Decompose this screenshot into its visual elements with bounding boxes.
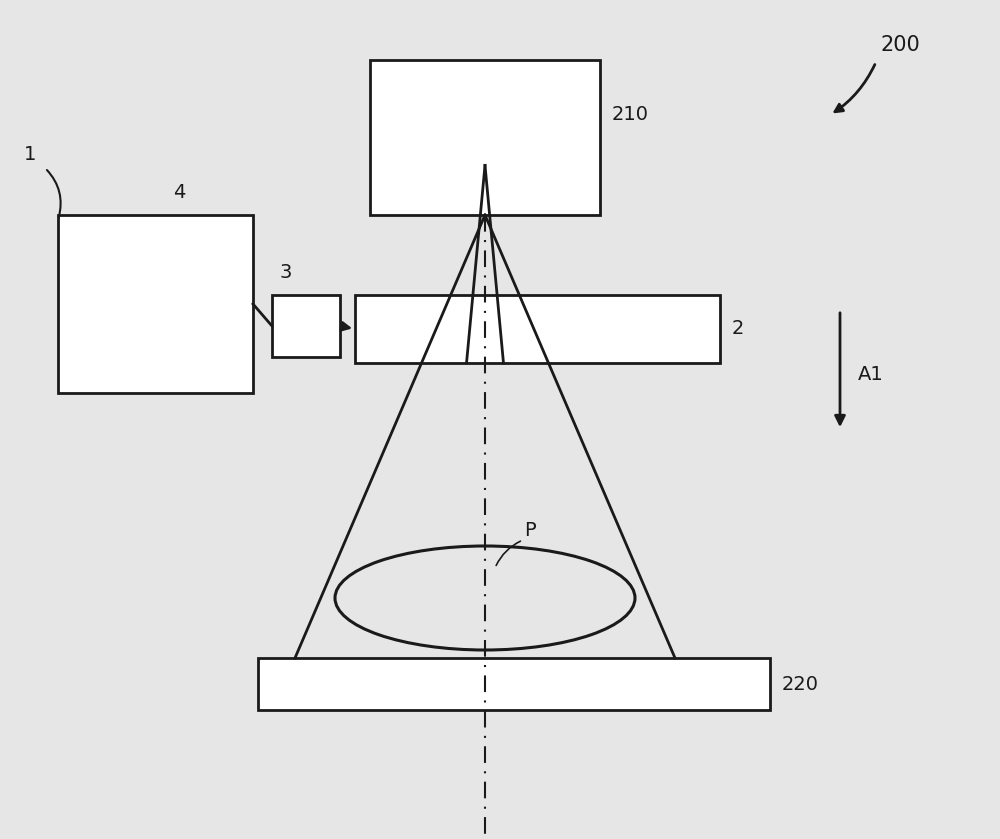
Bar: [58, 215, 253, 393]
Bar: [355, 295, 720, 363]
Text: P: P: [524, 520, 536, 539]
Text: 3: 3: [279, 263, 292, 283]
Bar: [258, 658, 770, 710]
Bar: [370, 60, 600, 215]
Text: 210: 210: [612, 105, 649, 123]
Ellipse shape: [335, 546, 635, 650]
Text: 4: 4: [173, 184, 185, 202]
Text: 1: 1: [24, 145, 36, 164]
Text: 220: 220: [782, 675, 819, 694]
Text: 200: 200: [880, 35, 920, 55]
Text: 2: 2: [732, 320, 744, 338]
Bar: [272, 295, 340, 357]
Text: A1: A1: [858, 366, 884, 384]
